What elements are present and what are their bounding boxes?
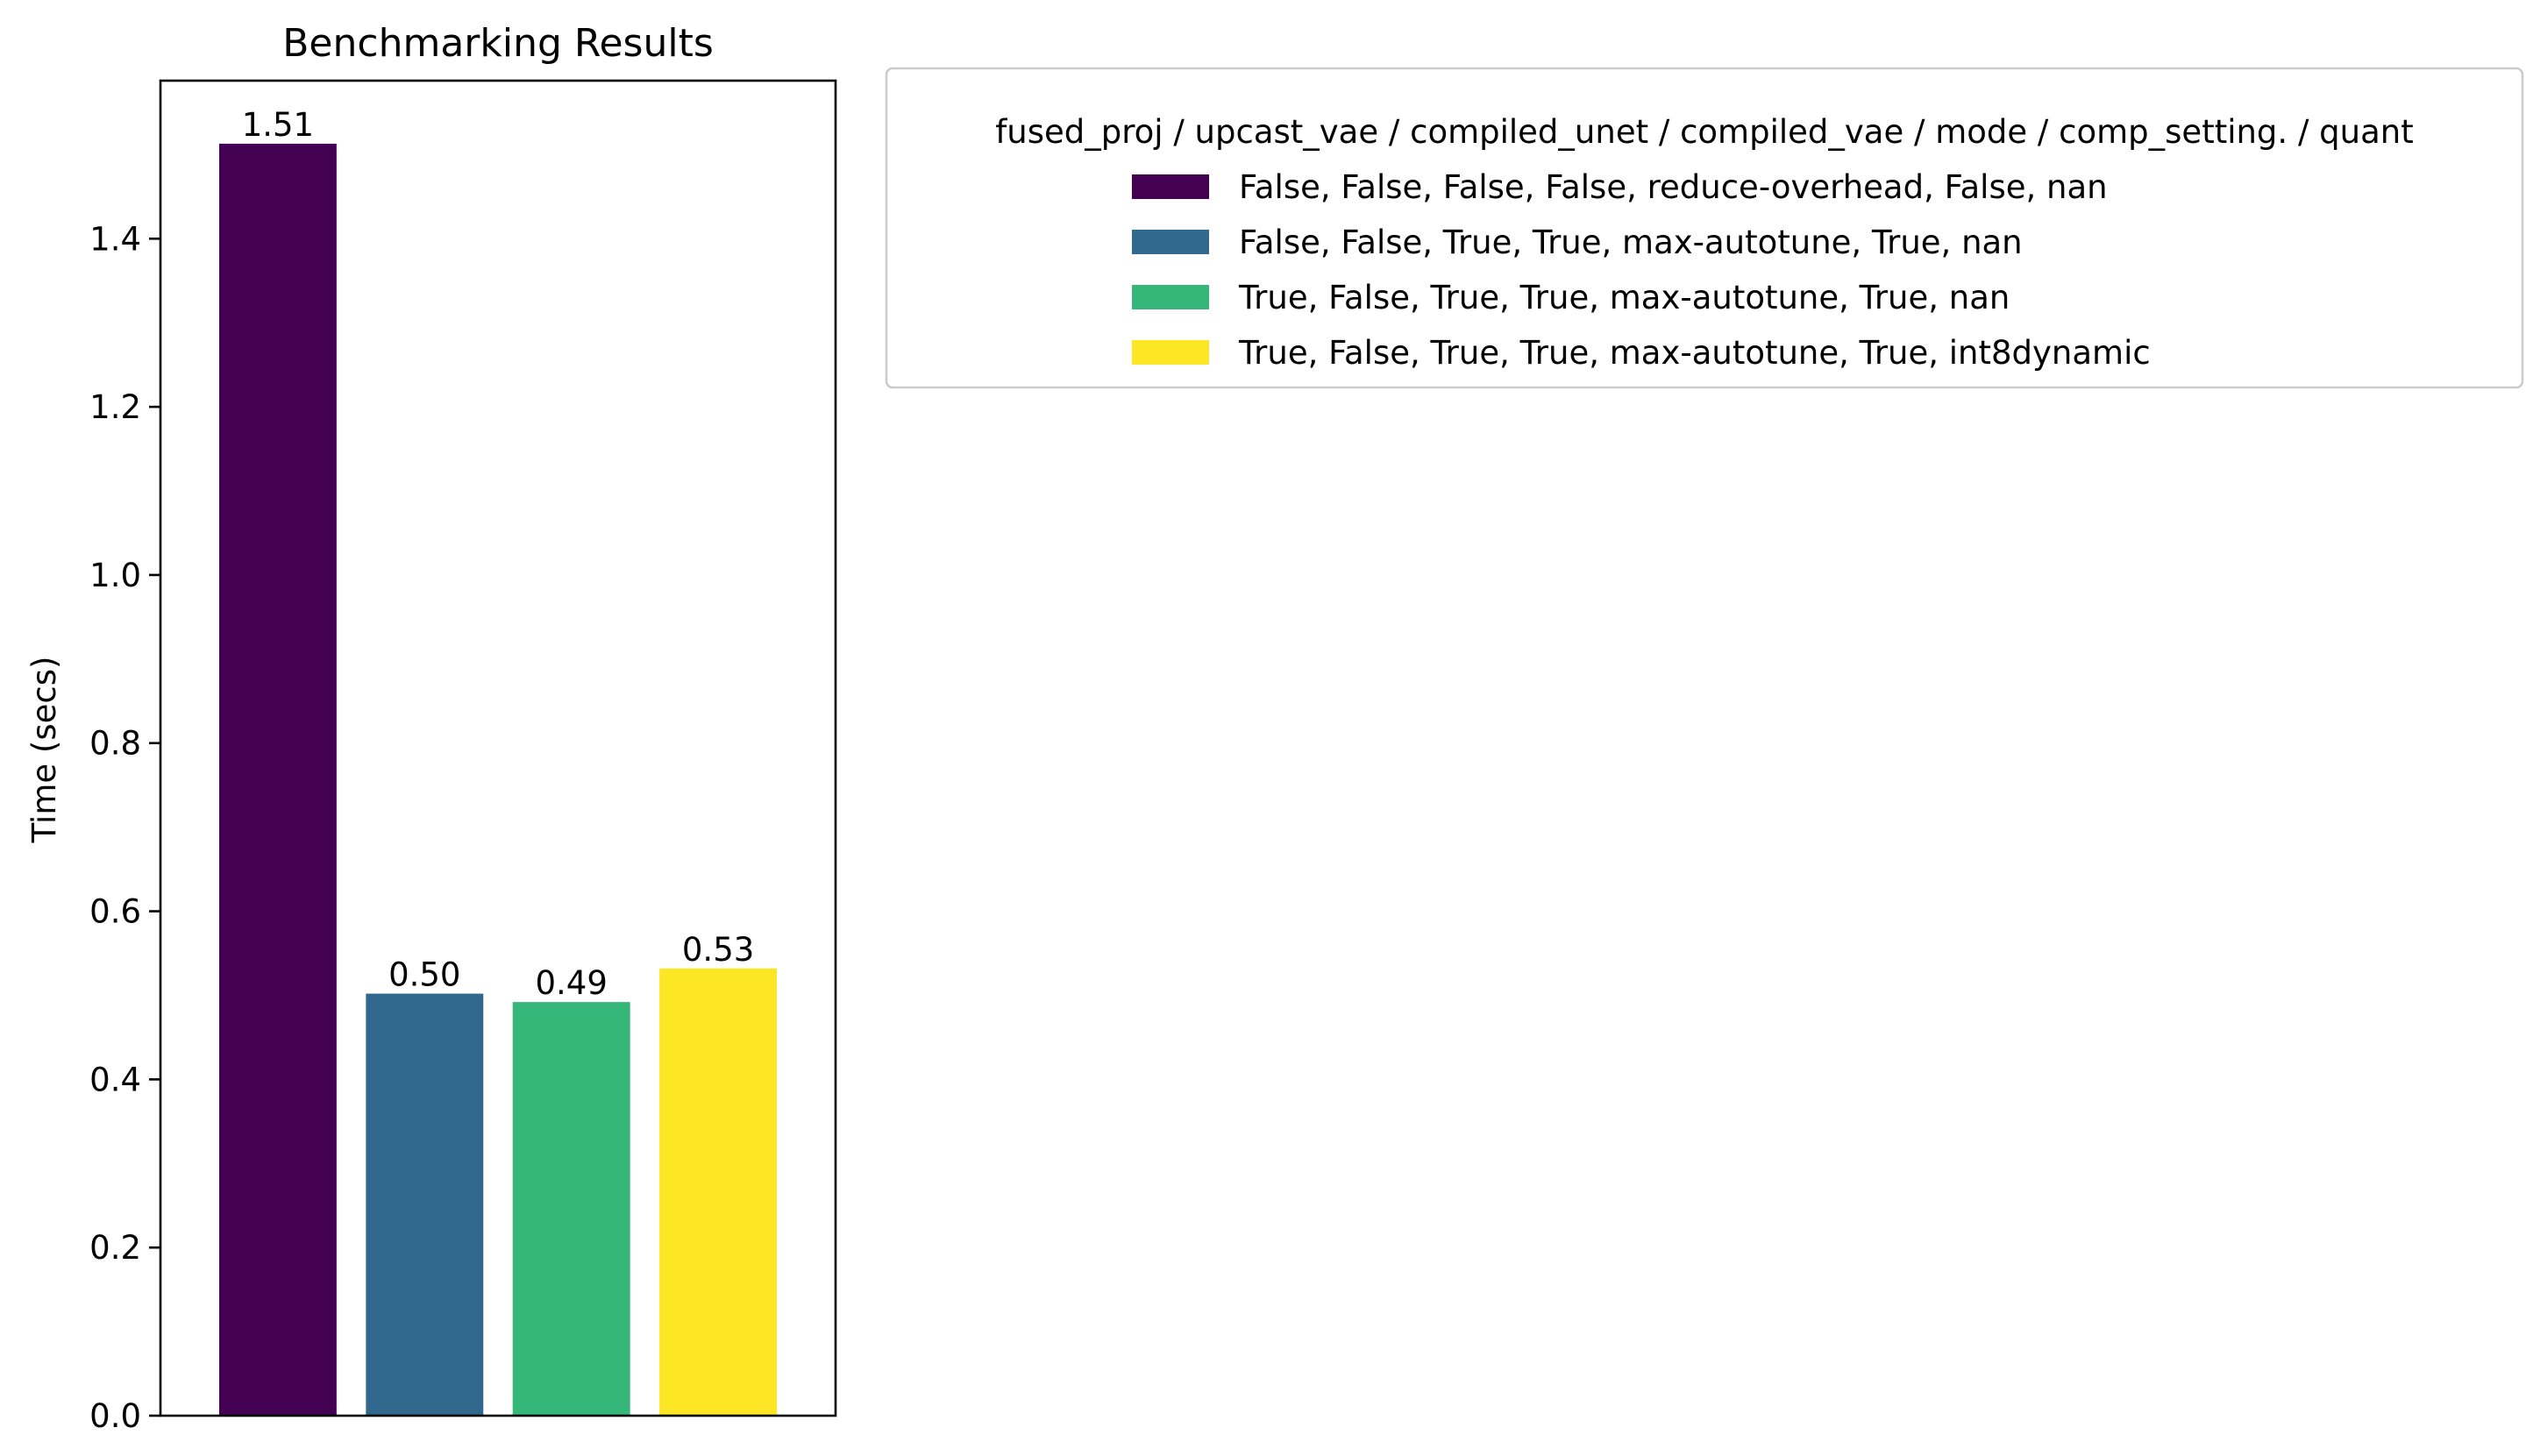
y-axis: 0.0 0.2 0.4 0.6 0.8 1.0 1.2 1.4 — [89, 220, 160, 1435]
bar-value-label-1: 1.51 — [242, 106, 314, 144]
value-labels-layer: 1.51 0.50 0.49 0.53 — [242, 106, 755, 1002]
legend-label-2: False, False, True, True, max-autotune, … — [1239, 224, 2023, 261]
bar-value-label-2: 0.50 — [388, 956, 460, 994]
bars-layer — [218, 143, 778, 1417]
y-tick-label: 0.6 — [89, 893, 141, 931]
legend-entries: False, False, False, False, reduce-overh… — [1132, 168, 2151, 372]
legend-label-3: True, False, True, True, max-autotune, T… — [1238, 279, 2010, 316]
y-tick-label: 0.0 — [89, 1397, 141, 1435]
y-tick-label: 0.2 — [89, 1229, 141, 1267]
legend-swatch-4 — [1132, 340, 1209, 365]
y-axis-label: Time (secs) — [25, 657, 63, 844]
legend-label-1: False, False, False, False, reduce-overh… — [1239, 168, 2108, 206]
bar-value-label-4: 0.53 — [682, 931, 754, 969]
legend-title: fused_proj / upcast_vae / compiled_unet … — [995, 113, 2414, 151]
legend-swatch-3 — [1132, 285, 1209, 309]
bar-4 — [659, 968, 778, 1416]
chart-title: Benchmarking Results — [282, 21, 714, 66]
legend-swatch-2 — [1132, 230, 1209, 254]
bar-value-label-3: 0.49 — [536, 964, 608, 1002]
y-tick-label: 1.4 — [89, 220, 141, 258]
bar-1 — [218, 143, 337, 1417]
legend-label-4: True, False, True, True, max-autotune, T… — [1238, 334, 2151, 372]
y-tick-label: 1.0 — [89, 557, 141, 594]
bar-2 — [366, 993, 484, 1416]
legend-swatch-1 — [1132, 174, 1209, 199]
y-tick-label: 1.2 — [89, 388, 141, 426]
legend-frame — [885, 67, 2524, 389]
y-tick-label: 0.8 — [89, 725, 141, 763]
plot-frame — [159, 79, 837, 1417]
bar-3 — [512, 1002, 630, 1416]
y-tick-label: 0.4 — [89, 1061, 141, 1098]
legend: fused_proj / upcast_vae / compiled_unet … — [885, 67, 2524, 389]
